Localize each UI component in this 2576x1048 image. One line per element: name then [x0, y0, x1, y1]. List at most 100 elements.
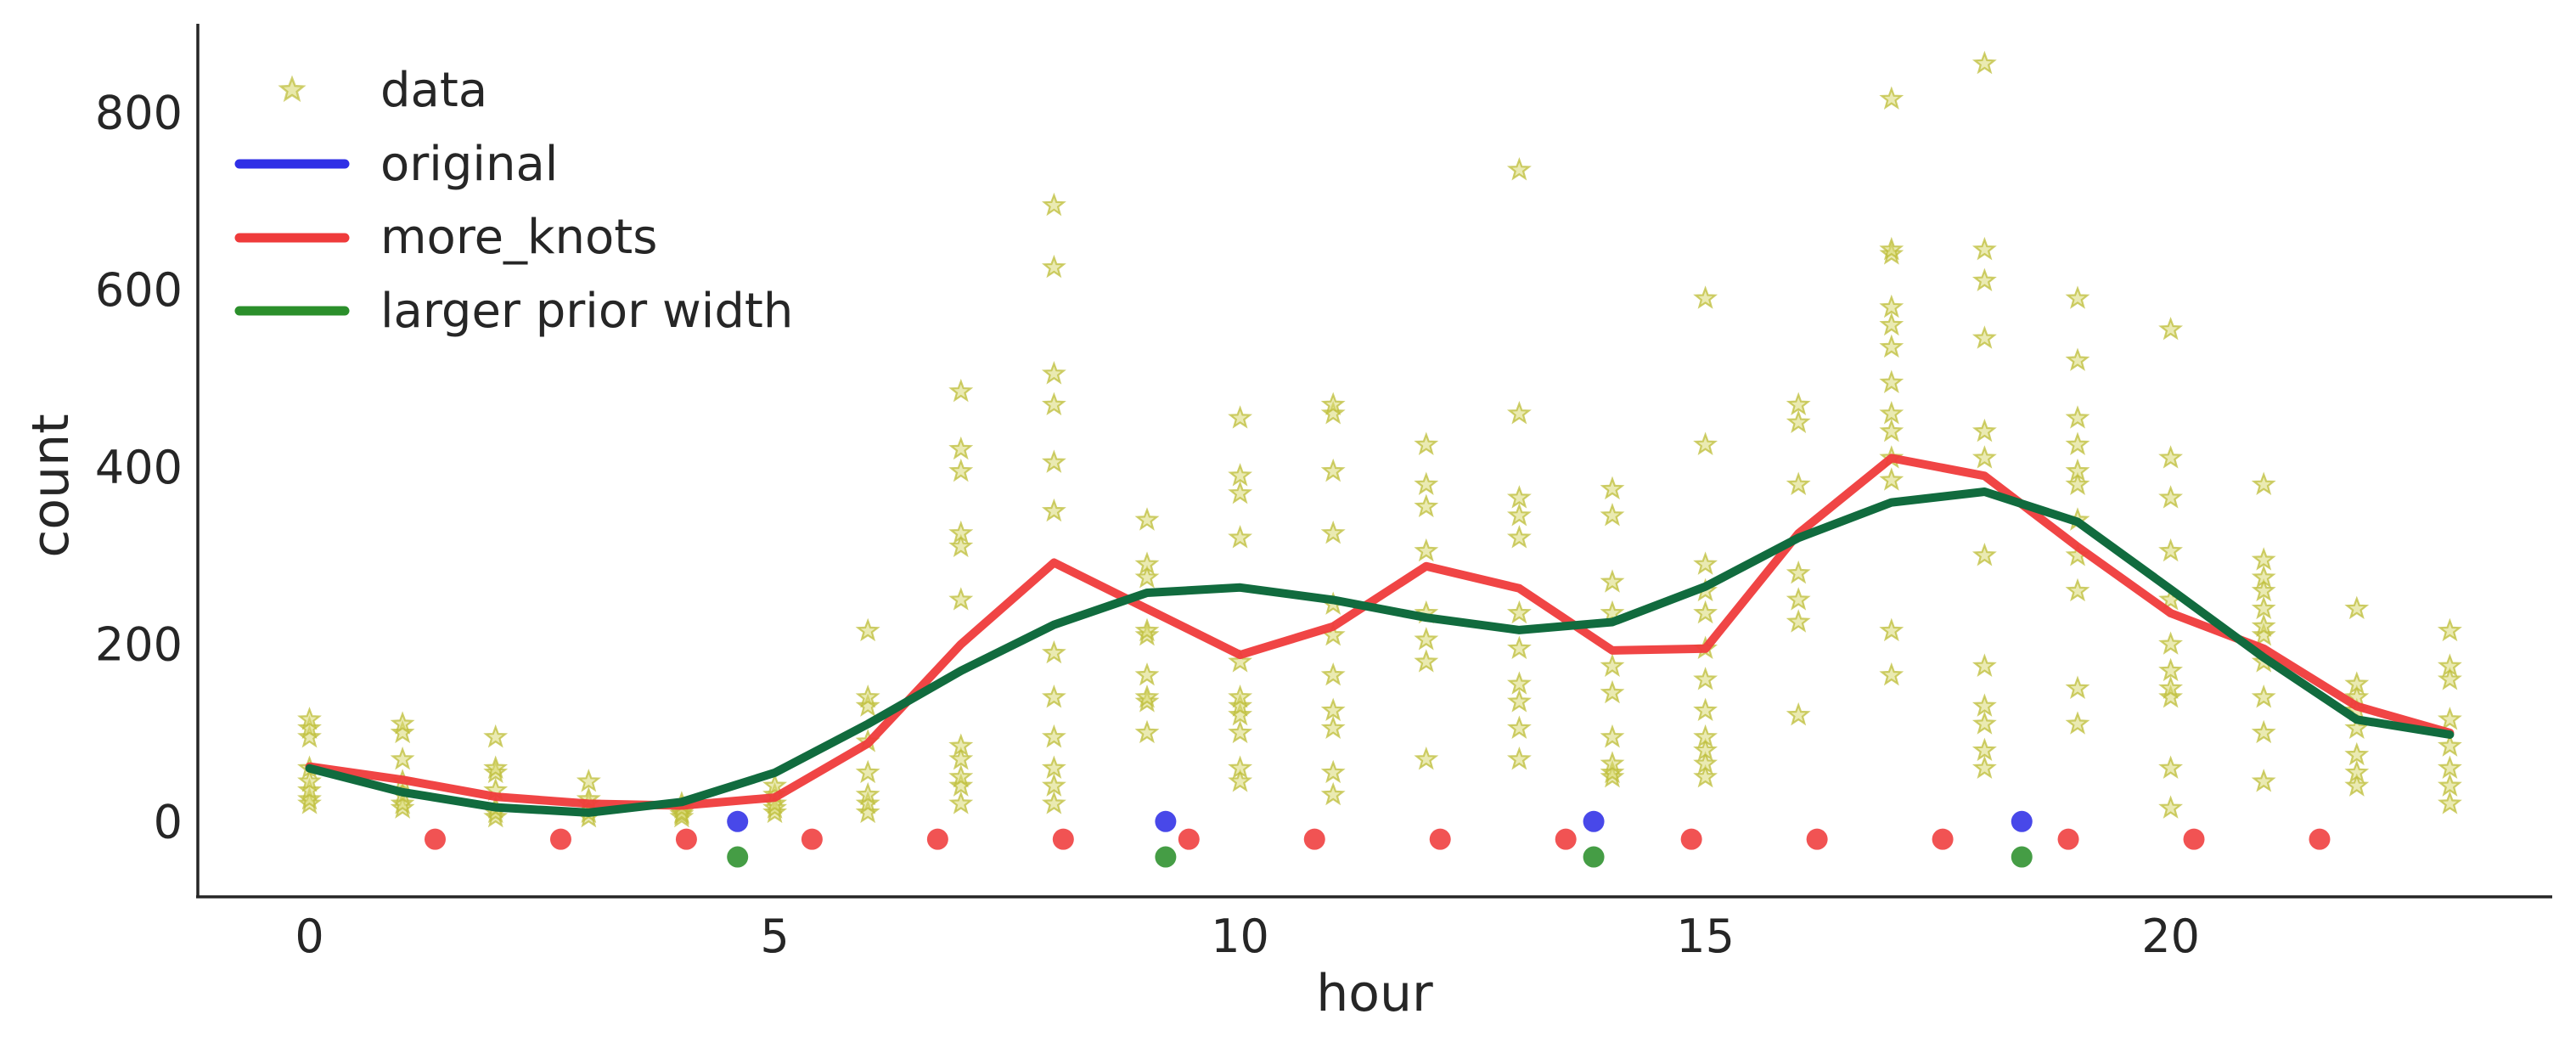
- data-point: [1228, 701, 1253, 726]
- data-point: [855, 693, 880, 717]
- data-point: [1042, 640, 1066, 664]
- data-point: [1228, 480, 1253, 504]
- knot-marker-more-knots: [1178, 828, 1200, 850]
- data-point: [1414, 493, 1439, 518]
- data-point: [1971, 268, 1997, 291]
- x-axis-label: hour: [1316, 964, 1433, 1023]
- data-point: [1786, 701, 1811, 726]
- data-point: [1879, 418, 1904, 442]
- data-point: [855, 799, 880, 824]
- data-point: [2344, 671, 2370, 695]
- data-point: [948, 378, 974, 403]
- data-point: [1320, 401, 1346, 425]
- data-stars-layer: [297, 50, 2462, 828]
- data-point: [855, 791, 880, 814]
- data-point: [2158, 316, 2183, 341]
- data-point: [1506, 689, 1532, 713]
- data-point: [1600, 759, 1625, 784]
- data-point: [483, 724, 509, 748]
- data-point: [1320, 759, 1346, 784]
- knot-marker-more-knots: [1303, 828, 1325, 850]
- data-point: [2158, 675, 2183, 699]
- data-point: [2437, 707, 2462, 730]
- data-point: [1134, 662, 1160, 686]
- y-tick-label: 800: [95, 86, 183, 139]
- x-tick-label: 0: [295, 910, 323, 963]
- data-point: [1042, 773, 1066, 797]
- knot-marker-original: [2011, 810, 2033, 832]
- data-point: [2158, 755, 2183, 779]
- data-point: [1693, 431, 1718, 455]
- data-point: [2065, 675, 2090, 699]
- data-point: [1042, 685, 1066, 708]
- knot-marker-more-knots: [549, 828, 571, 850]
- series-line-larger-prior-width: [305, 487, 2455, 817]
- data-point: [1693, 551, 1718, 575]
- data-point: [2065, 711, 2090, 735]
- data-point: [948, 763, 974, 788]
- knot-marker-original: [727, 810, 749, 832]
- legend-label-original: original: [380, 137, 558, 192]
- data-point: [1320, 781, 1346, 806]
- data-point: [1971, 755, 1997, 779]
- knot-marker-more-knots: [424, 828, 446, 850]
- data-point: [297, 715, 322, 739]
- knot-markers-layer: [424, 810, 2331, 868]
- series-line-more-knots: [305, 454, 2455, 810]
- data-point: [1414, 538, 1439, 562]
- data-point: [297, 786, 322, 810]
- data-point: [1879, 236, 1904, 261]
- data-point: [1228, 649, 1253, 673]
- data-point: [1042, 192, 1066, 217]
- data-point: [1414, 627, 1439, 651]
- data-point: [1971, 711, 1997, 735]
- data-point: [2437, 617, 2462, 642]
- data-point: [1042, 755, 1066, 779]
- data-point: [1228, 755, 1253, 779]
- data-point: [1600, 569, 1625, 593]
- data-point: [948, 533, 974, 558]
- knot-marker-larger-prior-width: [2011, 846, 2033, 868]
- data-point: [1042, 254, 1066, 279]
- data-point: [1879, 312, 1904, 336]
- legend-label-more-knots: more_knots: [380, 210, 657, 265]
- data-point: [2344, 741, 2370, 766]
- data-point: [1693, 724, 1718, 748]
- data-point: [762, 773, 788, 797]
- data-point: [1879, 617, 1904, 642]
- data-point: [2344, 715, 2370, 739]
- data-point: [1693, 285, 1718, 309]
- x-tick-label: 20: [2141, 910, 2200, 963]
- data-point: [2065, 471, 2090, 495]
- data-point: [1507, 671, 1532, 695]
- data-point: [297, 707, 322, 730]
- data-point: [1134, 565, 1160, 589]
- knot-marker-larger-prior-width: [1155, 846, 1177, 868]
- data-point: [1600, 502, 1625, 527]
- knot-marker-more-knots: [1555, 828, 1577, 850]
- knot-marker-more-knots: [2309, 828, 2331, 850]
- knot-marker-more-knots: [1932, 828, 1954, 850]
- data-point: [2158, 631, 2183, 655]
- data-point: [2251, 595, 2276, 620]
- data-point: [1786, 471, 1811, 495]
- data-point: [1320, 520, 1346, 544]
- data-point: [2251, 565, 2276, 589]
- data-point: [390, 791, 415, 814]
- data-point: [2251, 685, 2276, 708]
- data-point: [948, 791, 974, 814]
- y-tick-label: 0: [154, 795, 183, 848]
- data-point: [2065, 347, 2090, 371]
- data-point: [1600, 751, 1625, 775]
- data-point: [948, 587, 974, 611]
- data-point: [948, 458, 974, 482]
- data-point: [1134, 551, 1160, 575]
- data-point: [1042, 791, 1066, 814]
- data-point: [1042, 392, 1066, 416]
- knot-marker-more-knots: [1806, 828, 1828, 850]
- data-point: [1134, 719, 1160, 744]
- y-tick-label: 600: [95, 263, 183, 317]
- data-point: [1693, 600, 1718, 624]
- data-point: [1228, 405, 1253, 429]
